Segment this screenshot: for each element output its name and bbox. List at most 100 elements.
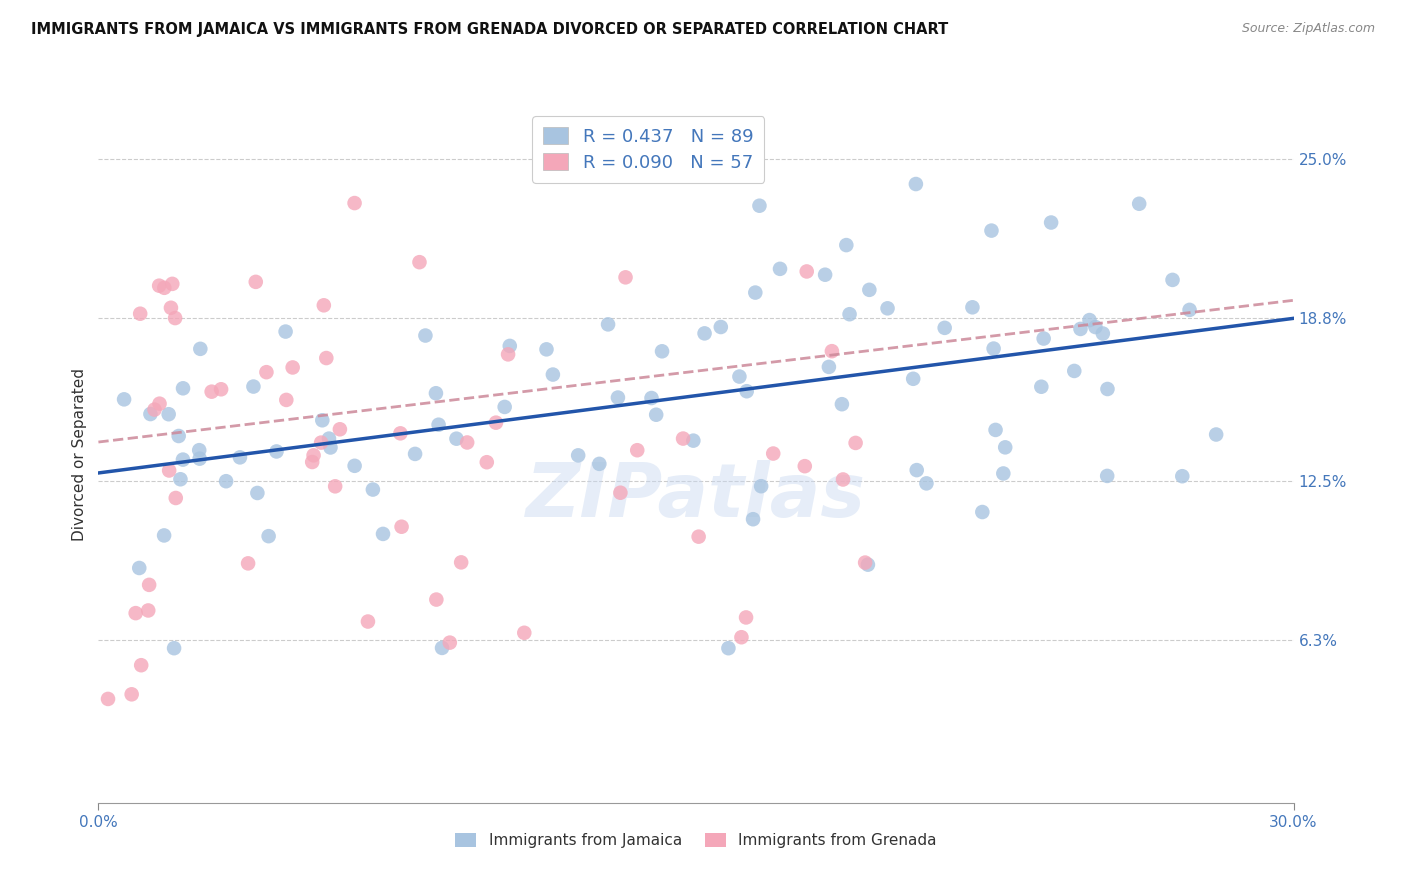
Point [1084, 320, 1107, 334]
Point [876, 301, 898, 316]
Point [614, 270, 637, 285]
Point [430, 640, 453, 655]
Point [796, 264, 818, 278]
Point [165, 491, 187, 505]
Point [494, 400, 516, 414]
Point [148, 278, 170, 293]
Point [1032, 332, 1054, 346]
Point [163, 641, 186, 656]
Point [1069, 322, 1091, 336]
Point [1095, 469, 1118, 483]
Point [835, 238, 858, 252]
Point [858, 283, 880, 297]
Point [853, 556, 876, 570]
Point [160, 301, 183, 315]
Point [1063, 364, 1085, 378]
Point [832, 473, 855, 487]
Point [609, 485, 631, 500]
Point [1128, 196, 1150, 211]
Point [323, 479, 346, 493]
Point [735, 384, 758, 399]
Point [153, 281, 176, 295]
Point [672, 432, 695, 446]
Point [1040, 215, 1063, 229]
Point [962, 301, 984, 315]
Point [415, 328, 437, 343]
Point [404, 447, 426, 461]
Point [188, 342, 211, 356]
Point [845, 436, 868, 450]
Point [312, 298, 335, 312]
Point [229, 450, 252, 465]
Point [626, 443, 648, 458]
Point [450, 555, 472, 569]
Point [645, 408, 668, 422]
Point [97, 692, 120, 706]
Point [1178, 302, 1201, 317]
Point [640, 391, 662, 405]
Point [343, 458, 366, 473]
Point [215, 474, 238, 488]
Point [980, 224, 1002, 238]
Point [274, 325, 297, 339]
Text: Source: ZipAtlas.com: Source: ZipAtlas.com [1241, 22, 1375, 36]
Point [983, 342, 1005, 356]
Point [439, 635, 461, 649]
Point [209, 382, 232, 396]
Point [742, 512, 765, 526]
Point [567, 448, 589, 462]
Point [748, 199, 770, 213]
Point [157, 463, 180, 477]
Point [408, 255, 430, 269]
Point [456, 435, 478, 450]
Point [172, 381, 194, 395]
Point [793, 459, 815, 474]
Point [266, 444, 288, 458]
Point [446, 432, 468, 446]
Point [188, 451, 211, 466]
Point [1078, 313, 1101, 327]
Text: ZIPatlas: ZIPatlas [526, 460, 866, 533]
Point [541, 368, 564, 382]
Point [129, 307, 152, 321]
Point [257, 529, 280, 543]
Point [315, 351, 337, 365]
Point [762, 446, 785, 460]
Point [606, 391, 628, 405]
Point [1161, 273, 1184, 287]
Point [242, 379, 264, 393]
Point [245, 275, 267, 289]
Point [693, 326, 716, 341]
Point [831, 397, 853, 411]
Point [728, 369, 751, 384]
Point [246, 486, 269, 500]
Point [143, 402, 166, 417]
Point [162, 277, 184, 291]
Point [138, 578, 160, 592]
Point [905, 463, 928, 477]
Point [588, 457, 610, 471]
Point [682, 434, 704, 448]
Point [651, 344, 673, 359]
Point [818, 359, 841, 374]
Point [749, 479, 772, 493]
Point [821, 344, 844, 359]
Text: IMMIGRANTS FROM JAMAICA VS IMMIGRANTS FROM GRENADA DIVORCED OR SEPARATED CORRELA: IMMIGRANTS FROM JAMAICA VS IMMIGRANTS FR… [31, 22, 948, 37]
Point [391, 520, 413, 534]
Point [128, 561, 150, 575]
Point [309, 435, 332, 450]
Point [167, 429, 190, 443]
Point [329, 422, 352, 436]
Point [319, 441, 342, 455]
Point [856, 558, 879, 572]
Point [901, 372, 924, 386]
Point [318, 432, 340, 446]
Point [1097, 382, 1119, 396]
Point [357, 615, 380, 629]
Point [735, 610, 758, 624]
Point [169, 472, 191, 486]
Y-axis label: Divorced or Separated: Divorced or Separated [72, 368, 87, 541]
Point [165, 311, 187, 326]
Point [972, 505, 994, 519]
Point [157, 407, 180, 421]
